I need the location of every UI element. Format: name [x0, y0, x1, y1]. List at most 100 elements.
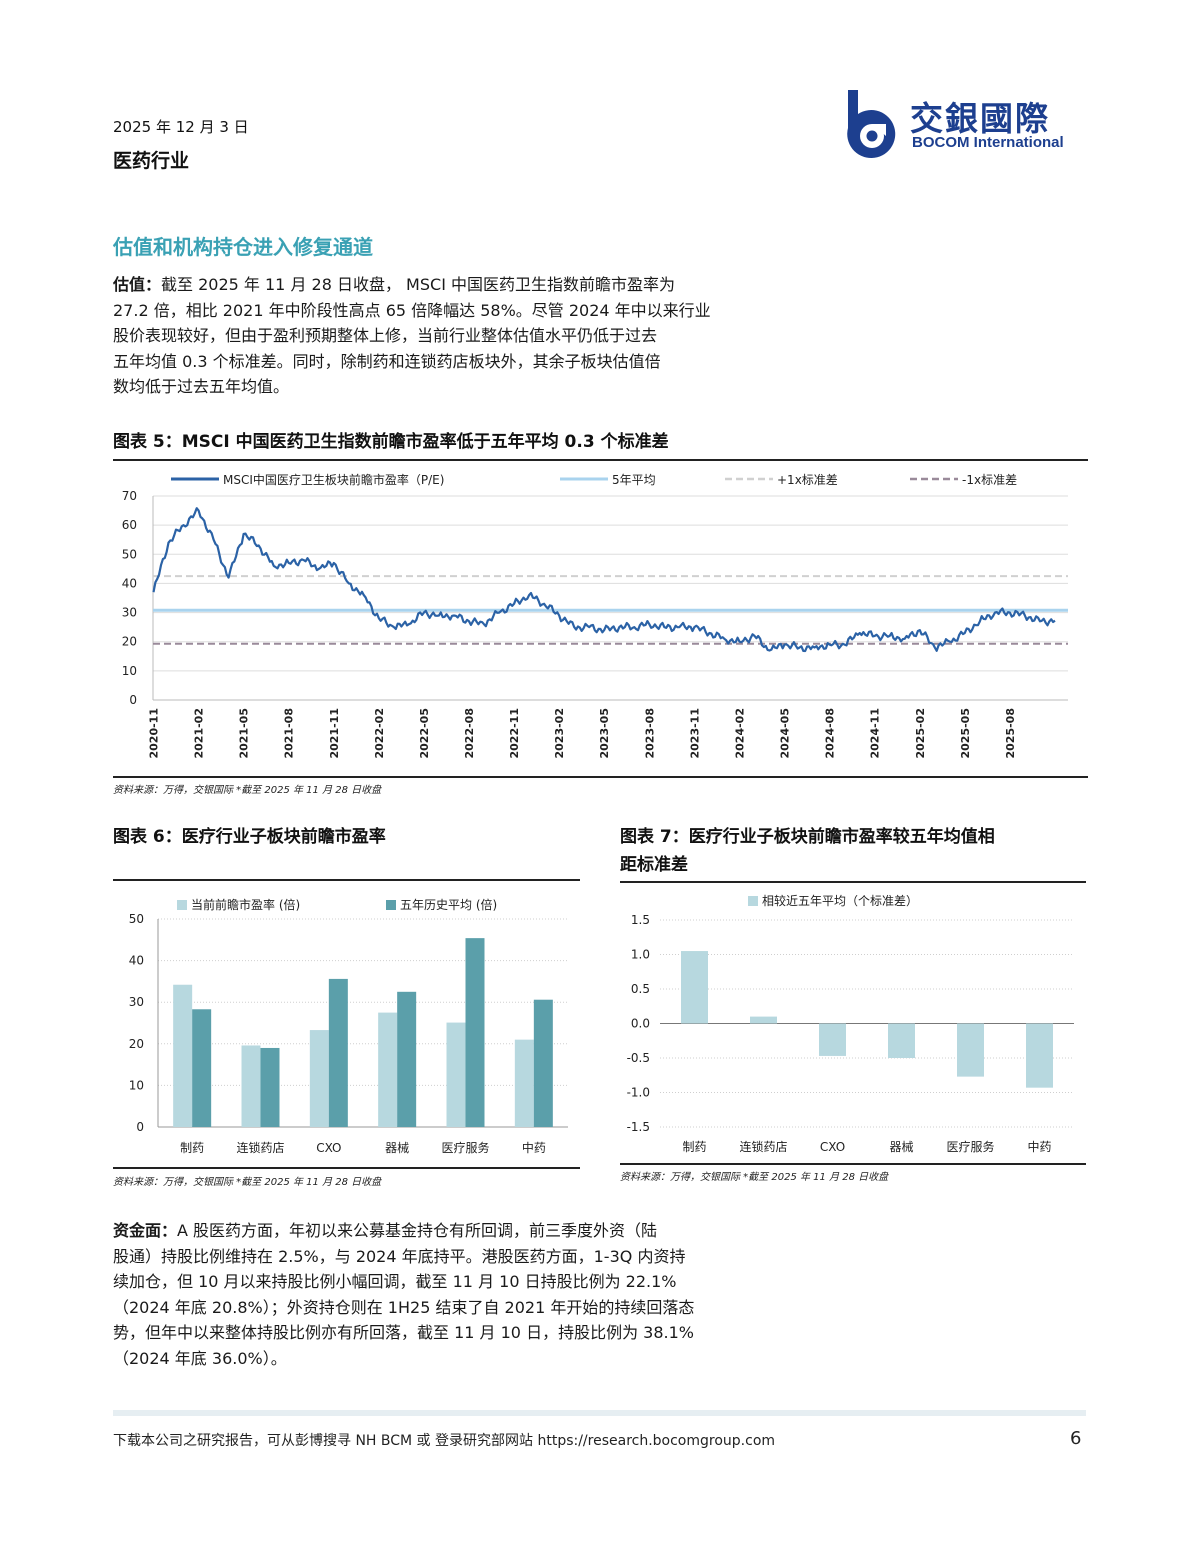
logo-mark-icon: [847, 90, 896, 159]
fig7-category-label: 连锁药店: [739, 1139, 787, 1154]
fig5-x-tick: 2025-05: [959, 708, 972, 759]
fig5-x-tick: 2022-11: [508, 708, 521, 759]
fig6-bar: [397, 991, 417, 1127]
fig7-y-tick: 1.5: [631, 913, 650, 927]
fig7-bar-chart: 相较近五年平均（个标准差） 1.5 1.0 0.5 0.0 -0.5 -1.0 -1.5 制药…: [627, 893, 1074, 1154]
fig6-y-tick: 0: [136, 1120, 144, 1134]
fig6-category-label: 连锁药店: [236, 1140, 284, 1155]
fig6-source: 资料来源：万得，交银国际 *截至 2025 年 11 月 28 日收盘: [113, 1177, 382, 1188]
company-logo: 交銀國際 BOCOM International: [834, 86, 1094, 166]
fig7-bar: [750, 1016, 777, 1024]
fig6-bar: [465, 938, 485, 1127]
fig7-legend: 相较近五年平均（个标准差）: [748, 893, 918, 908]
fig7-category-label: 制药: [682, 1140, 706, 1154]
fig6-legend: 当前前瞻市盈率 (倍) 五年历史平均 (倍): [177, 897, 497, 912]
fig5-y-tick: 30: [122, 606, 137, 620]
fig6-y-tick: 10: [129, 1078, 144, 1092]
fig5-x-tick: 2021-05: [238, 708, 251, 759]
fig6-bar: [309, 1030, 329, 1127]
legend-avg-swatch: [386, 900, 396, 910]
fig5-x-tick: 2024-02: [733, 708, 746, 759]
para1-line1: 截至 2025 年 11 月 28 日收盘， MSCI 中国医药卫生指数前瞻市盈…: [161, 275, 675, 294]
fig6-top-rule: [113, 879, 580, 881]
fig6-title: 图表 6：医疗行业子板块前瞻市盈率: [113, 827, 386, 847]
page-number: 6: [1070, 1428, 1082, 1449]
fig6-bar: [192, 1009, 212, 1127]
fig5-title: 图表 5：MSCI 中国医药卫生指数前瞻市盈率低于五年平均 0.3 个标准差: [113, 432, 669, 452]
fig6-bar: [260, 1047, 280, 1127]
fig6-bar: [378, 1012, 398, 1127]
sector-label: 医药行业: [113, 150, 190, 172]
fig6-y-tick: 40: [129, 954, 144, 968]
fig6-bar: [514, 1039, 534, 1127]
legend-mean-label: 5年平均: [612, 473, 656, 487]
fig6-category-label: CXO: [316, 1141, 341, 1155]
report-date: 2025 年 12 月 3 日: [113, 118, 249, 136]
fig6-category-label: 制药: [180, 1141, 204, 1155]
fig6-y-tick: 50: [129, 912, 144, 926]
para1-line2: 27.2 倍，相比 2021 年中阶段性高点 65 倍降幅达 58%。尽管 20…: [113, 300, 711, 320]
para1-line3: 股价表现较好，但由于盈利预期整体上修，当前行业整体估值水平仍低于过去: [113, 326, 658, 346]
footer-download-note: 下载本公司之研究报告，可从彭博搜寻 NH BCM 或 登录研究部网站 https…: [113, 1433, 776, 1449]
fig7-y-tick: -1.5: [627, 1120, 650, 1134]
section-title: 估值和机构持仓进入修复通道: [113, 235, 373, 259]
fig7-bar: [681, 951, 708, 1024]
legend-pe-label: MSCI中国医疗卫生板块前瞻市盈率（P/E): [223, 472, 444, 487]
fig6-bar-chart: 当前前瞻市盈率 (倍) 五年历史平均 (倍) 0 10 20 30 40 50 制药 连锁药店…: [129, 897, 568, 1155]
fig5-x-tick: 2023-11: [688, 708, 701, 759]
fig5-y-tick: 0: [129, 693, 137, 707]
para2-line1: A 股医药方面，年初以来公募基金持仓有所回调，前三季度外资（陆: [177, 1221, 658, 1240]
fund-flow-paragraph: 资金面：A 股医药方面，年初以来公募基金持仓有所回调，前三季度外资（陆 股通）持…: [113, 1218, 818, 1372]
fig5-y-tick: 20: [122, 635, 137, 649]
para2-line3: 续加仓，但 10 月以来持股比例小幅回调，截至 11 月 10 日持股比例为 2…: [113, 1272, 677, 1292]
fig7-title-line1: 图表 7：医疗行业子板块前瞻市盈率较五年均值相: [620, 827, 995, 847]
fig6-y-tick: 30: [129, 995, 144, 1009]
logo-chinese: 交銀國際: [910, 99, 1050, 138]
logo-english: BOCOM International: [912, 134, 1064, 151]
fig5-x-tick: 2020-11: [148, 708, 161, 759]
fig5-x-tick: 2024-11: [869, 708, 882, 759]
para2-line4: （2024 年底 20.8%）；外资持仓则在 1H25 结束了自 2021 年开…: [113, 1297, 695, 1317]
fig7-bar: [1026, 1023, 1053, 1088]
legend-plus-sd-label: +1x标准差: [777, 473, 838, 487]
fig7-y-tick: -1.0: [627, 1086, 650, 1100]
fig6-category-label: 中药: [522, 1140, 546, 1155]
fig6-bar: [173, 984, 193, 1127]
fig5-source: 资料来源：万得，交银国际 *截至 2025 年 11 月 28 日收盘: [113, 785, 382, 796]
legend-minus-sd-label: -1x标准差: [962, 473, 1017, 487]
fig7-bottom-rule: [620, 1163, 1086, 1165]
fig5-legend: MSCI中国医疗卫生板块前瞻市盈率（P/E) 5年平均 +1x标准差 -1x标准…: [171, 472, 1017, 487]
fig5-x-tick: 2024-08: [824, 708, 837, 759]
fig5-x-tick: 2021-08: [283, 708, 296, 759]
fig6-category-label: 器械: [385, 1140, 409, 1155]
fig5-y-tick: 50: [122, 547, 137, 561]
fig5-x-tick: 2025-02: [914, 708, 927, 759]
legend-current-label: 当前前瞻市盈率 (倍): [191, 897, 300, 912]
fig5-y-tick: 10: [122, 664, 137, 678]
fig5-top-rule: [113, 459, 1088, 461]
fig5-x-tick: 2022-02: [373, 708, 386, 759]
fig7-bar: [957, 1023, 984, 1077]
fig6-bar: [328, 978, 348, 1127]
fig7-category-label: CXO: [820, 1140, 845, 1154]
fig5-x-tick: 2025-08: [1004, 708, 1017, 759]
footer-divider: [113, 1410, 1086, 1416]
para2-line6: （2024 年底 36.0%）。: [113, 1348, 287, 1368]
fig7-source: 资料来源：万得，交银国际 *截至 2025 年 11 月 28 日收盘: [620, 1172, 889, 1183]
fig5-x-tick: 2021-02: [193, 708, 206, 759]
fig5-x-tick: 2021-11: [328, 708, 341, 759]
fig5-x-tick: 2022-08: [463, 708, 476, 759]
fig6-bar: [533, 999, 553, 1127]
fund-flow-lead: 资金面：: [113, 1221, 178, 1240]
fig6-bar: [446, 1022, 466, 1127]
fig7-y-tick: 1.0: [631, 948, 650, 962]
para2-line2: 股通）持股比例维持在 2.5%，与 2024 年底持平。港股医药方面，1-3Q …: [113, 1246, 686, 1266]
fig7-bar: [888, 1023, 915, 1058]
fig5-bottom-rule: [113, 776, 1088, 778]
fig6-bottom-rule: [113, 1167, 580, 1169]
fig6-bar: [241, 1045, 261, 1127]
fig5-line-chart: MSCI中国医疗卫生板块前瞻市盈率（P/E) 5年平均 +1x标准差 -1x标准…: [122, 472, 1068, 759]
valuation-paragraph: 估值：截至 2025 年 11 月 28 日收盘， MSCI 中国医药卫生指数前…: [113, 272, 818, 400]
fig5-pe-series: [152, 507, 1056, 653]
fig5-x-tick: 2022-05: [418, 708, 431, 759]
